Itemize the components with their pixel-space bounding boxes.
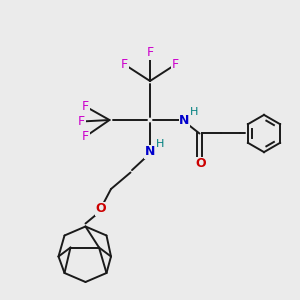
- Text: H: H: [190, 106, 198, 117]
- Text: F: F: [146, 46, 154, 59]
- Text: N: N: [145, 145, 155, 158]
- Text: F: F: [121, 58, 128, 71]
- Text: H: H: [155, 139, 164, 149]
- Text: F: F: [82, 100, 89, 113]
- Text: F: F: [172, 58, 179, 71]
- Text: F: F: [82, 130, 89, 143]
- Text: O: O: [95, 202, 106, 215]
- Text: N: N: [179, 113, 190, 127]
- Text: O: O: [196, 157, 206, 170]
- Text: F: F: [78, 115, 85, 128]
